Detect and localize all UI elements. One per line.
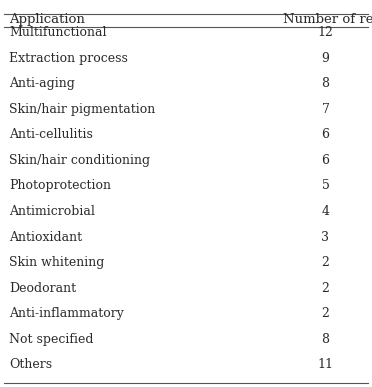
Text: 4: 4 [321,205,330,218]
Text: 6: 6 [321,154,330,167]
Text: Photoprotection: Photoprotection [9,180,111,192]
Text: Antimicrobial: Antimicrobial [9,205,95,218]
Text: 5: 5 [321,180,330,192]
Text: Skin/hair pigmentation: Skin/hair pigmentation [9,103,155,116]
Text: Anti-aging: Anti-aging [9,77,75,91]
Text: 8: 8 [321,77,330,91]
Text: Application: Application [9,13,85,26]
Text: 12: 12 [318,26,333,39]
Text: Anti-cellulitis: Anti-cellulitis [9,128,93,141]
Text: 2: 2 [321,281,330,295]
Text: Extraction process: Extraction process [9,52,128,65]
Text: 2: 2 [321,307,330,320]
Text: Deodorant: Deodorant [9,281,76,295]
Text: Number of registers: Number of registers [283,13,372,26]
Text: Multifunctional: Multifunctional [9,26,107,39]
Text: 9: 9 [321,52,330,65]
Text: Anti-inflammatory: Anti-inflammatory [9,307,124,320]
Text: Antioxidant: Antioxidant [9,231,83,243]
Text: 11: 11 [317,358,334,371]
Text: 8: 8 [321,332,330,346]
Text: Skin whitening: Skin whitening [9,256,105,269]
Text: 2: 2 [321,256,330,269]
Text: Skin/hair conditioning: Skin/hair conditioning [9,154,150,167]
Text: 6: 6 [321,128,330,141]
Text: Others: Others [9,358,52,371]
Text: Not specified: Not specified [9,332,94,346]
Text: 3: 3 [321,231,330,243]
Text: 7: 7 [321,103,330,116]
